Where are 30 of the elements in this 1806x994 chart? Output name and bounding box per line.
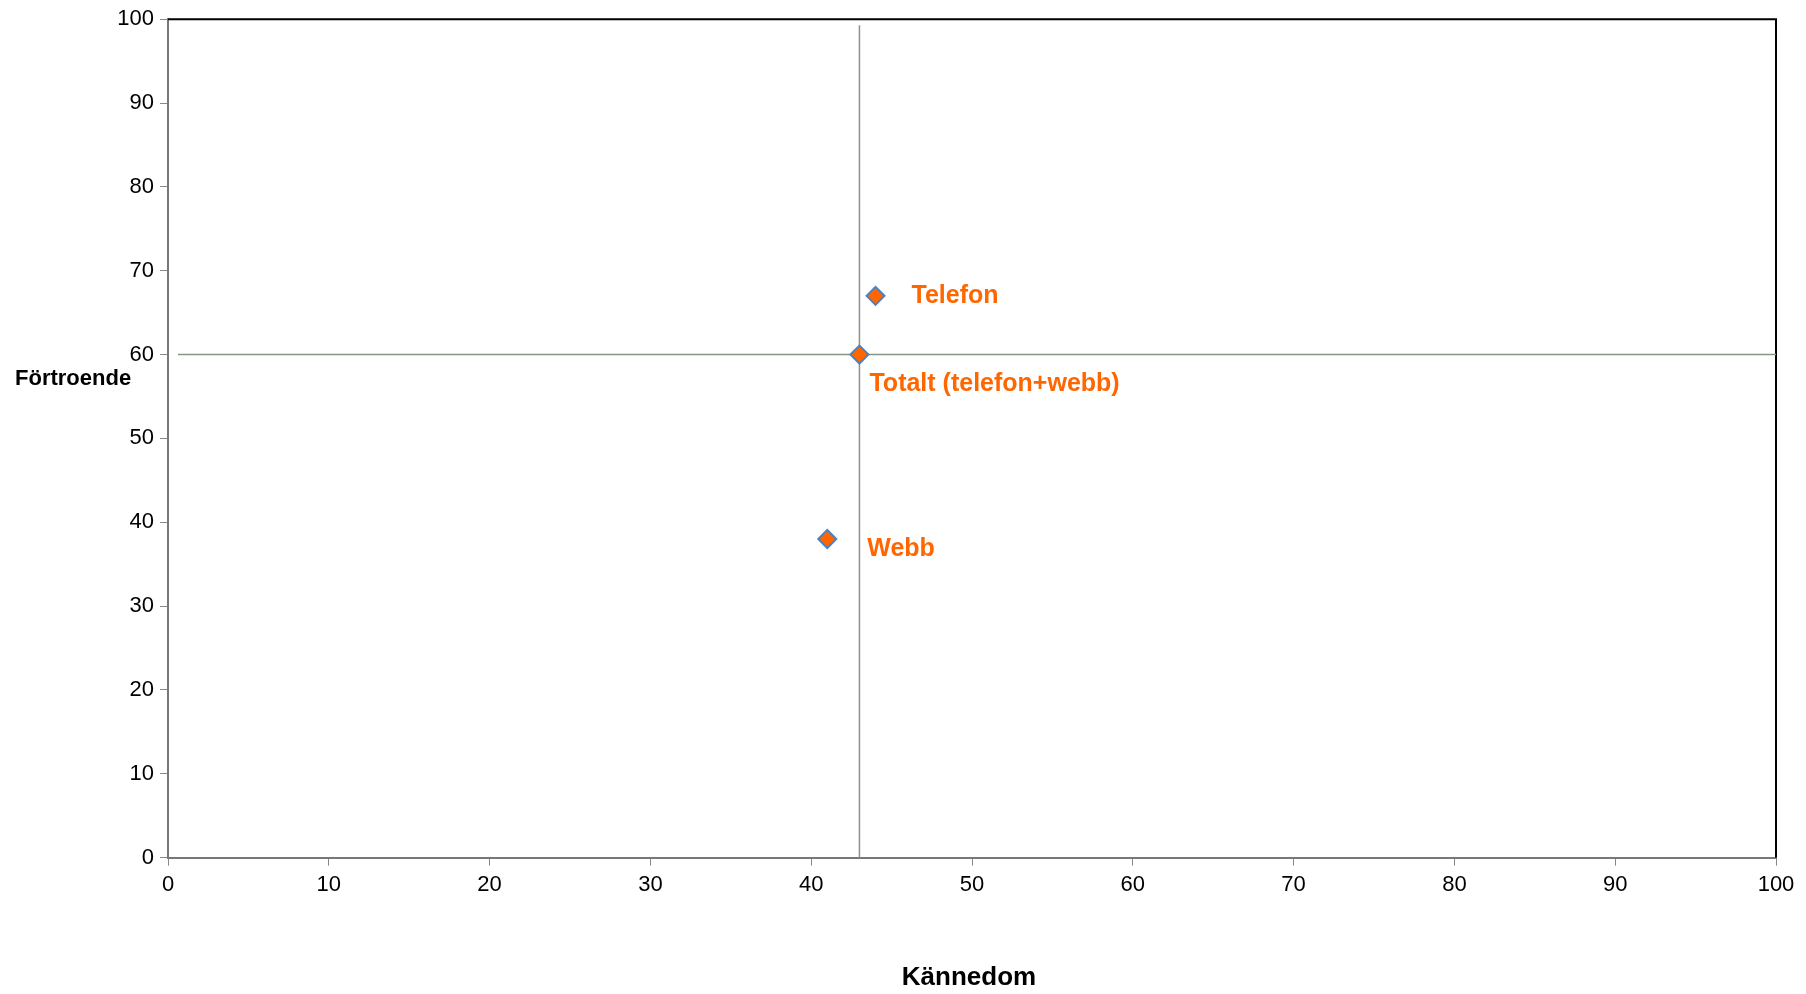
x-tick-label: 70 — [1281, 870, 1306, 896]
x-tick-label: 30 — [638, 870, 663, 896]
y-tick-label: 10 — [129, 759, 154, 785]
point — [817, 529, 838, 550]
x-tick-label: 90 — [1602, 870, 1628, 896]
y-tick-label: 70 — [129, 256, 154, 282]
x-axis-title: Kännedom — [901, 961, 1037, 992]
y-tick-label: 20 — [129, 675, 154, 701]
annotation: Telefon — [911, 279, 999, 308]
annotation: Webb — [867, 532, 935, 561]
x-tick-label: 50 — [959, 870, 985, 896]
annotation: Totalt (telefon+webb) — [869, 368, 1120, 397]
y-axis-title: Förtroende — [15, 365, 132, 391]
y-tick-label: 0 — [141, 843, 154, 869]
y-tick-label: 100 — [117, 5, 154, 31]
x-tick-label: 10 — [316, 870, 342, 896]
y-tick-label: 60 — [129, 340, 154, 366]
y-tick-label: 90 — [129, 89, 154, 115]
point — [849, 344, 870, 365]
x-tick-label: 40 — [798, 870, 824, 896]
y-tick-label: 40 — [129, 508, 154, 534]
point — [865, 285, 886, 306]
y-tick-label: 80 — [129, 172, 154, 198]
x-tick-label: 80 — [1442, 870, 1467, 896]
x-tick-label: 20 — [477, 870, 502, 896]
x-tick-label: 100 — [1757, 870, 1795, 896]
y-tick-label: 50 — [129, 424, 154, 450]
x-tick-label: 60 — [1120, 870, 1146, 896]
x-tick-label: 0 — [161, 870, 175, 896]
y-tick-label: 30 — [129, 592, 154, 618]
